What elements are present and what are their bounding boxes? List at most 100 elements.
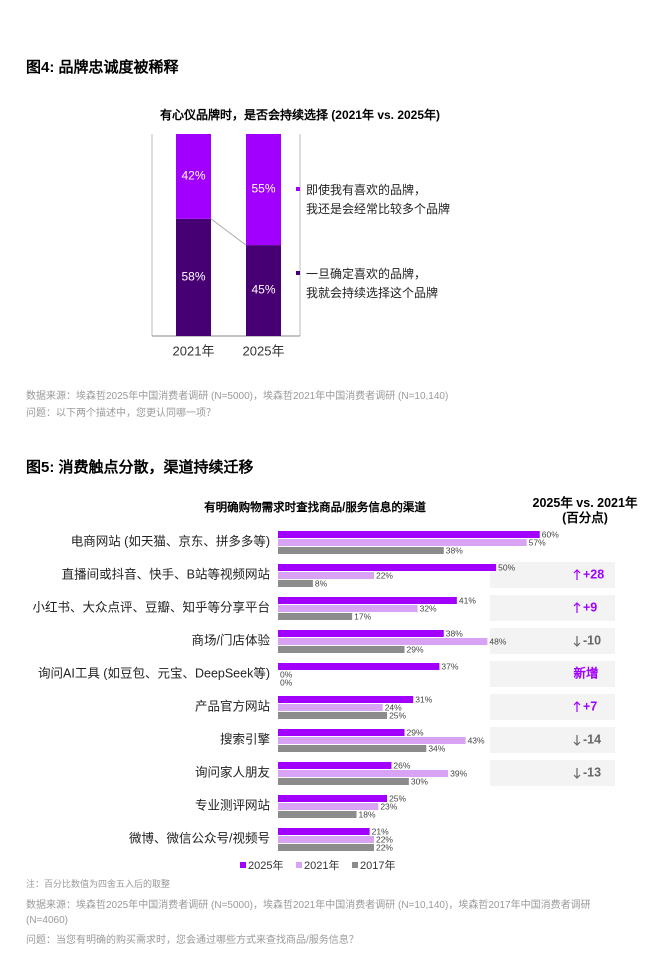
bar	[278, 531, 540, 538]
value-label: 38%	[446, 628, 463, 638]
bar	[278, 737, 466, 744]
value-label: 0%	[280, 677, 293, 687]
arrow	[573, 602, 581, 607]
value-label: 0%	[280, 669, 293, 679]
value-label: 43%	[468, 735, 485, 745]
value-label: 45%	[251, 283, 275, 297]
value-label: 41%	[459, 595, 476, 605]
category-label: 询问AI工具 (如豆包、元宝、DeepSeek等)	[38, 665, 270, 680]
legend-swatch	[296, 187, 300, 191]
legend-label: 一旦确定喜欢的品牌， 我就会持续选择这个品牌	[306, 267, 439, 300]
change-label: 新增	[573, 665, 598, 680]
value-label: 37%	[441, 661, 458, 671]
category-label: 商场/门店体验	[192, 632, 271, 647]
value-label: 29%	[407, 727, 424, 737]
change-label: +9	[583, 600, 597, 614]
heading: 图4: 品牌忠诚度被稀释	[26, 59, 179, 76]
row-band	[490, 727, 615, 753]
bar	[278, 630, 444, 637]
category-label: 直播间或抖音、快手、B站等视频网站	[62, 566, 270, 581]
value-label: 55%	[251, 182, 275, 196]
change-label: +28	[583, 567, 604, 581]
legend-label: 2021年	[304, 858, 339, 872]
bar	[278, 564, 497, 571]
row-band	[490, 628, 615, 654]
row-band	[490, 661, 615, 687]
bar	[278, 844, 374, 851]
bar	[278, 762, 392, 769]
bar	[278, 696, 414, 703]
arrow	[573, 774, 581, 779]
bar	[278, 704, 383, 711]
bar	[278, 729, 405, 736]
row-band	[490, 760, 615, 786]
value-label: 8%	[315, 578, 328, 588]
bar	[278, 770, 449, 777]
category-label: 询问家人朋友	[195, 764, 270, 779]
value-label: 34%	[428, 743, 445, 753]
legend-swatch	[296, 271, 300, 275]
value-label: 31%	[415, 694, 432, 704]
arrow	[573, 741, 581, 746]
bar	[278, 580, 313, 587]
value-label: 32%	[420, 603, 437, 613]
value-label: 21%	[372, 826, 389, 836]
value-label: 48%	[489, 636, 506, 646]
source: 数据来源：埃森哲2025年中国消费者调研 (N=5000)，埃森哲2021年中国…	[26, 391, 449, 402]
connector	[210, 218, 247, 246]
question: 问题：以下两个描述中，您更认同哪一项？	[26, 408, 216, 419]
change-label: -14	[583, 732, 601, 746]
change-header: 2025年 vs. 2021年 (百分点)	[532, 496, 638, 525]
category-label: 产品官方网站	[195, 698, 270, 713]
bar	[278, 712, 388, 719]
value-label: 17%	[354, 611, 371, 621]
value-label: 25%	[389, 793, 406, 803]
heading: 图5: 消费触点分散，渠道持续迁移	[26, 459, 254, 476]
bar	[278, 638, 488, 645]
row-band	[490, 562, 615, 588]
note: 注：百分比数值为四舍五入后的取整	[26, 879, 171, 889]
category-label: 电商网站 (如天猫、京东、拼多多等)	[71, 533, 270, 548]
value-label: 50%	[498, 562, 515, 572]
bar-segment	[246, 245, 281, 336]
legend-swatch	[296, 862, 302, 868]
value-label: 30%	[411, 776, 428, 786]
bar	[278, 828, 370, 835]
bar	[278, 803, 379, 810]
bar	[278, 663, 440, 670]
value-label: 57%	[529, 537, 546, 547]
bar	[278, 572, 374, 579]
row-band	[490, 694, 615, 720]
change-label: -10	[583, 633, 601, 647]
bar	[278, 547, 444, 554]
value-label: 26%	[393, 760, 410, 770]
bar	[278, 605, 418, 612]
category-label: 搜索引擎	[220, 731, 270, 746]
value-label: 29%	[407, 644, 424, 654]
legend-swatch	[240, 862, 246, 868]
value-label: 22%	[376, 570, 393, 580]
chart-title: 有心仪品牌时，是否会持续选择 (2021年 vs. 2025年)	[159, 108, 441, 122]
x-tick-label: 2025年	[243, 343, 285, 358]
question: 问题：当您有明确的购买需求时，您会通过哪些方式来查找商品/服务信息？	[26, 935, 359, 946]
value-label: 23%	[380, 801, 397, 811]
change-label: +7	[583, 699, 597, 713]
bar	[278, 745, 427, 752]
value-label: 24%	[385, 702, 402, 712]
bar	[278, 613, 353, 620]
value-label: 60%	[542, 529, 559, 539]
row-band	[490, 595, 615, 621]
bar	[278, 539, 527, 546]
bar-segment	[246, 134, 281, 246]
value-label: 39%	[450, 768, 467, 778]
arrow	[573, 701, 581, 706]
value-label: 18%	[359, 809, 376, 819]
category-label: 微博、微信公众号/视频号	[129, 830, 270, 845]
bar	[278, 597, 457, 604]
bar	[278, 778, 409, 785]
bar-segment	[176, 218, 211, 336]
chart-title: 有明确购物需求时查找商品/服务信息的渠道	[204, 502, 426, 514]
value-label: 38%	[446, 545, 463, 555]
